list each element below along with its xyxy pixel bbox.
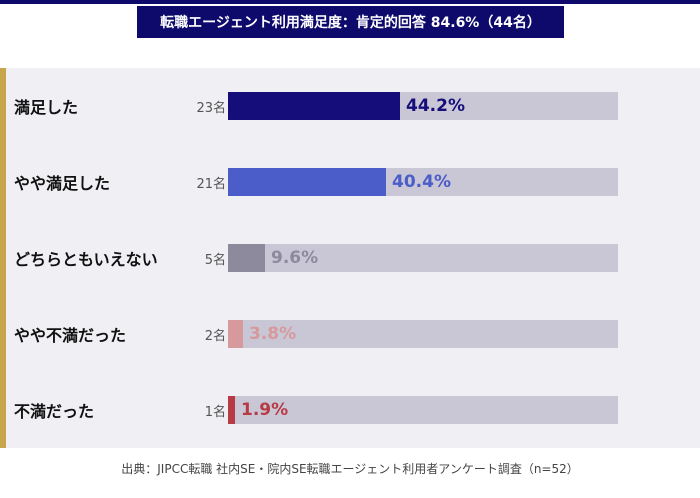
chart-row: どちらともいえない 5名 9.6% — [6, 220, 700, 296]
category-label: やや満足した — [14, 174, 111, 193]
category-label: どちらともいえない — [14, 250, 158, 269]
respondent-count: 1名 — [204, 404, 226, 420]
respondent-count: 2名 — [204, 328, 226, 344]
respondent-count: 21名 — [196, 176, 226, 192]
chart-title: 転職エージェント利用満足度：肯定的回答 84.6%（44名） — [137, 6, 564, 38]
bar-fill — [228, 396, 235, 424]
bar-track: 1.9% — [228, 396, 618, 424]
bar-fill — [228, 320, 243, 348]
bar-fill — [228, 244, 265, 272]
chart-row: 不満だった 1名 1.9% — [6, 372, 700, 448]
category-label: やや不満だった — [14, 326, 127, 345]
bar-fill — [228, 92, 400, 120]
percentage-label: 40.4% — [392, 172, 451, 192]
bar-track: 40.4% — [228, 168, 618, 196]
chart-row: やや不満だった 2名 3.8% — [6, 296, 700, 372]
bar-fill — [228, 168, 386, 196]
respondent-count: 5名 — [204, 252, 226, 268]
bar-track: 44.2% — [228, 92, 618, 120]
category-label: 不満だった — [14, 402, 95, 421]
percentage-label: 1.9% — [241, 400, 289, 420]
chart-row: 満足した 23名 44.2% — [6, 68, 700, 144]
bar-track: 3.8% — [228, 320, 618, 348]
percentage-label: 44.2% — [406, 96, 465, 116]
percentage-label: 9.6% — [271, 248, 319, 268]
source-note: 出典：JIPCC転職 社内SE・院内SE転職エージェント利用者アンケート調査（n… — [121, 462, 579, 476]
chart-row: やや満足した 21名 40.4% — [6, 144, 700, 220]
category-label: 満足した — [14, 98, 79, 117]
top-rule — [0, 0, 700, 4]
bar-track: 9.6% — [228, 244, 618, 272]
respondent-count: 23名 — [196, 100, 226, 116]
percentage-label: 3.8% — [249, 324, 297, 344]
accent-bar — [0, 68, 6, 448]
